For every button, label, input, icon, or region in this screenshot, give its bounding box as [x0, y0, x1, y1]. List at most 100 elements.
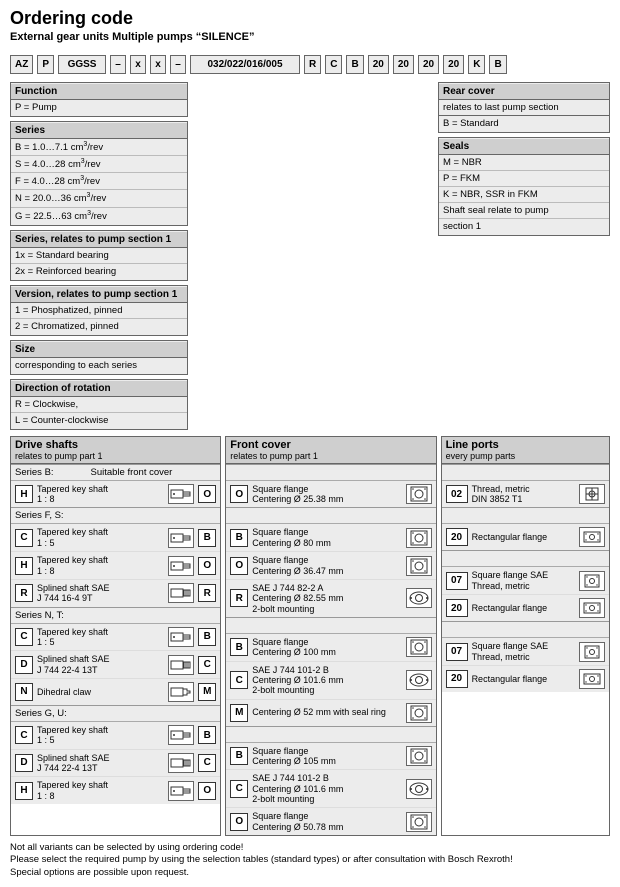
sqflange-icon — [406, 812, 432, 832]
line-text: Rectangular flange — [472, 674, 575, 684]
line-key: 20 — [446, 599, 468, 617]
drive-text: Tapered key shaft1 : 5 — [37, 725, 164, 746]
code-cell-1: P — [37, 55, 54, 74]
drive-cover-key: M — [198, 683, 216, 701]
series-row: B = 1.0…7.1 cm3/rev — [11, 139, 187, 155]
seals-box: Seals M = NBRP = FKMK = NBR, SSR in FKM … — [438, 137, 610, 236]
line-key: 20 — [446, 670, 468, 688]
line-option-row: 20Rectangular flange — [442, 524, 609, 550]
line-key: 02 — [446, 485, 468, 503]
front-key: R — [230, 589, 248, 607]
front-text: Square flangeCentering Ø 25.38 mm — [252, 484, 401, 505]
drive-text: Splined shaft SAEJ 744 16-4 9T — [37, 583, 164, 604]
front-option-row: BSquare flangeCentering Ø 80 mm — [226, 524, 435, 552]
left-definitions: Function P = Pump Series B = 1.0…7.1 cm3… — [10, 82, 188, 430]
rotation-box: Direction of rotation R = Clockwise,L = … — [10, 379, 188, 430]
code-cell-13: 20 — [418, 55, 439, 74]
code-cell-6: – — [170, 55, 186, 74]
line-sub: every pump parts — [446, 451, 605, 461]
series_p1-row: 1x = Standard bearing — [11, 248, 187, 263]
footnote-line: Special options are possible upon reques… — [10, 867, 610, 879]
line-text: Square flange SAEThread, metric — [472, 570, 575, 591]
code-cell-11: 20 — [368, 55, 389, 74]
shaft1-icon — [168, 627, 194, 647]
footnote-line: Not all variants can be selected by usin… — [10, 842, 610, 854]
code-cell-3: – — [110, 55, 126, 74]
drive-series-label: Series B: Suitable front cover — [11, 465, 220, 481]
sqflange-icon — [406, 556, 432, 576]
front-option-row: RSAE J 744 82-2 ACentering Ø 82.55 mm2-b… — [226, 580, 435, 617]
drive-shafts-panel: Drive shaftsrelates to pump part 1 Serie… — [10, 436, 221, 836]
drive-key: D — [15, 656, 33, 674]
drive-cover-key: B — [198, 529, 216, 547]
front-option-row: CSAE J 744 101-2 BCentering Ø 101.6 mm2-… — [226, 662, 435, 700]
code-cell-2: GGSS — [58, 55, 106, 74]
front-key: B — [230, 638, 248, 656]
front-option-row: BSquare flangeCentering Ø 105 mm — [226, 743, 435, 771]
drive-title: Drive shafts — [15, 439, 216, 451]
sqflange-icon — [406, 746, 432, 766]
right-definitions: Rear cover relates to last pump section … — [438, 82, 610, 236]
drive-text: Tapered key shaft1 : 8 — [37, 780, 164, 801]
drive-option-row: HTapered key shaft1 : 8O — [11, 552, 220, 580]
code-cell-14: 20 — [443, 55, 464, 74]
rotation-row: L = Counter-clockwise — [11, 412, 187, 428]
shaft1-icon — [168, 781, 194, 801]
code-cell-16: B — [489, 55, 506, 74]
drive-key: H — [15, 557, 33, 575]
front-text: Square flangeCentering Ø 100 mm — [252, 637, 401, 658]
rear-cover-box: Rear cover relates to last pump section … — [438, 82, 610, 133]
seals-row: K = NBR, SSR in FKM — [439, 186, 609, 202]
series-row: S = 4.0…28 cm3/rev — [11, 155, 187, 172]
line-text: Thread, metricDIN 3852 T1 — [472, 484, 575, 505]
code-cell-7: 032/022/016/005 — [190, 55, 300, 74]
rear_cover-row: B = Standard — [439, 116, 609, 131]
line-spacer — [442, 508, 609, 524]
front-key: M — [230, 704, 248, 722]
drive-cover-key: B — [198, 726, 216, 744]
function-row: P = Pump — [11, 100, 187, 115]
front-text: SAE J 744 101-2 BCentering Ø 101.6 mm2-b… — [252, 665, 401, 696]
line-title: Line ports — [446, 439, 605, 451]
front-key: B — [230, 747, 248, 765]
version_p1-row: 1 = Phosphatized, pinned — [11, 303, 187, 318]
seals-header: Seals — [439, 139, 609, 155]
front-key: B — [230, 529, 248, 547]
seals-row: Shaft seal relate to pump — [439, 202, 609, 218]
line-ports-panel: Line portsevery pump parts 02Thread, met… — [441, 436, 610, 836]
line-text: Rectangular flange — [472, 532, 575, 542]
drive-series-label: Series F, S: — [11, 508, 220, 524]
sqport-icon — [579, 571, 605, 591]
drive-option-row: DSplined shaft SAEJ 744 22-4 13TC — [11, 651, 220, 679]
seals-row: section 1 — [439, 218, 609, 234]
line-key: 07 — [446, 572, 468, 590]
thread-icon — [579, 484, 605, 504]
version_p1-row: 2 = Chromatized, pinned — [11, 318, 187, 334]
drive-cover-key: O — [198, 782, 216, 800]
series-header: Series — [11, 123, 187, 139]
front-cover-panel: Front coverrelates to pump part 1 OSquar… — [225, 436, 436, 836]
line-text: Square flange SAEThread, metric — [472, 641, 575, 662]
code-cell-5: x — [150, 55, 166, 74]
drive-text: Splined shaft SAEJ 744 22-4 13T — [37, 654, 164, 675]
drive-option-row: RSplined shaft SAEJ 744 16-4 9TR — [11, 580, 220, 607]
front-title: Front cover — [230, 439, 431, 451]
series-p1-header: Series, relates to pump section 1 — [11, 232, 187, 248]
series_p1-row: 2x = Reinforced bearing — [11, 263, 187, 279]
rect-icon — [579, 669, 605, 689]
front-text: SAE J 744 101-2 BCentering Ø 101.6 mm2-b… — [252, 773, 401, 804]
line-key: 07 — [446, 643, 468, 661]
line-option-row: 07Square flange SAEThread, metric — [442, 567, 609, 595]
rear-cover-header: Rear cover — [439, 84, 609, 100]
drive-key: C — [15, 529, 33, 547]
code-cell-15: K — [468, 55, 485, 74]
front-text: Centering Ø 52 mm with seal ring — [252, 707, 401, 717]
front-key: C — [230, 780, 248, 798]
front-key: O — [230, 557, 248, 575]
drive-text: Tapered key shaft1 : 8 — [37, 555, 164, 576]
rotation-row: R = Clockwise, — [11, 397, 187, 412]
front-text: Square flangeCentering Ø 80 mm — [252, 527, 401, 548]
front-option-row: OSquare flangeCentering Ø 50.78 mm — [226, 808, 435, 835]
drive-cover-key: O — [198, 485, 216, 503]
line-option-row: 20 Rectangular flange — [442, 666, 609, 692]
